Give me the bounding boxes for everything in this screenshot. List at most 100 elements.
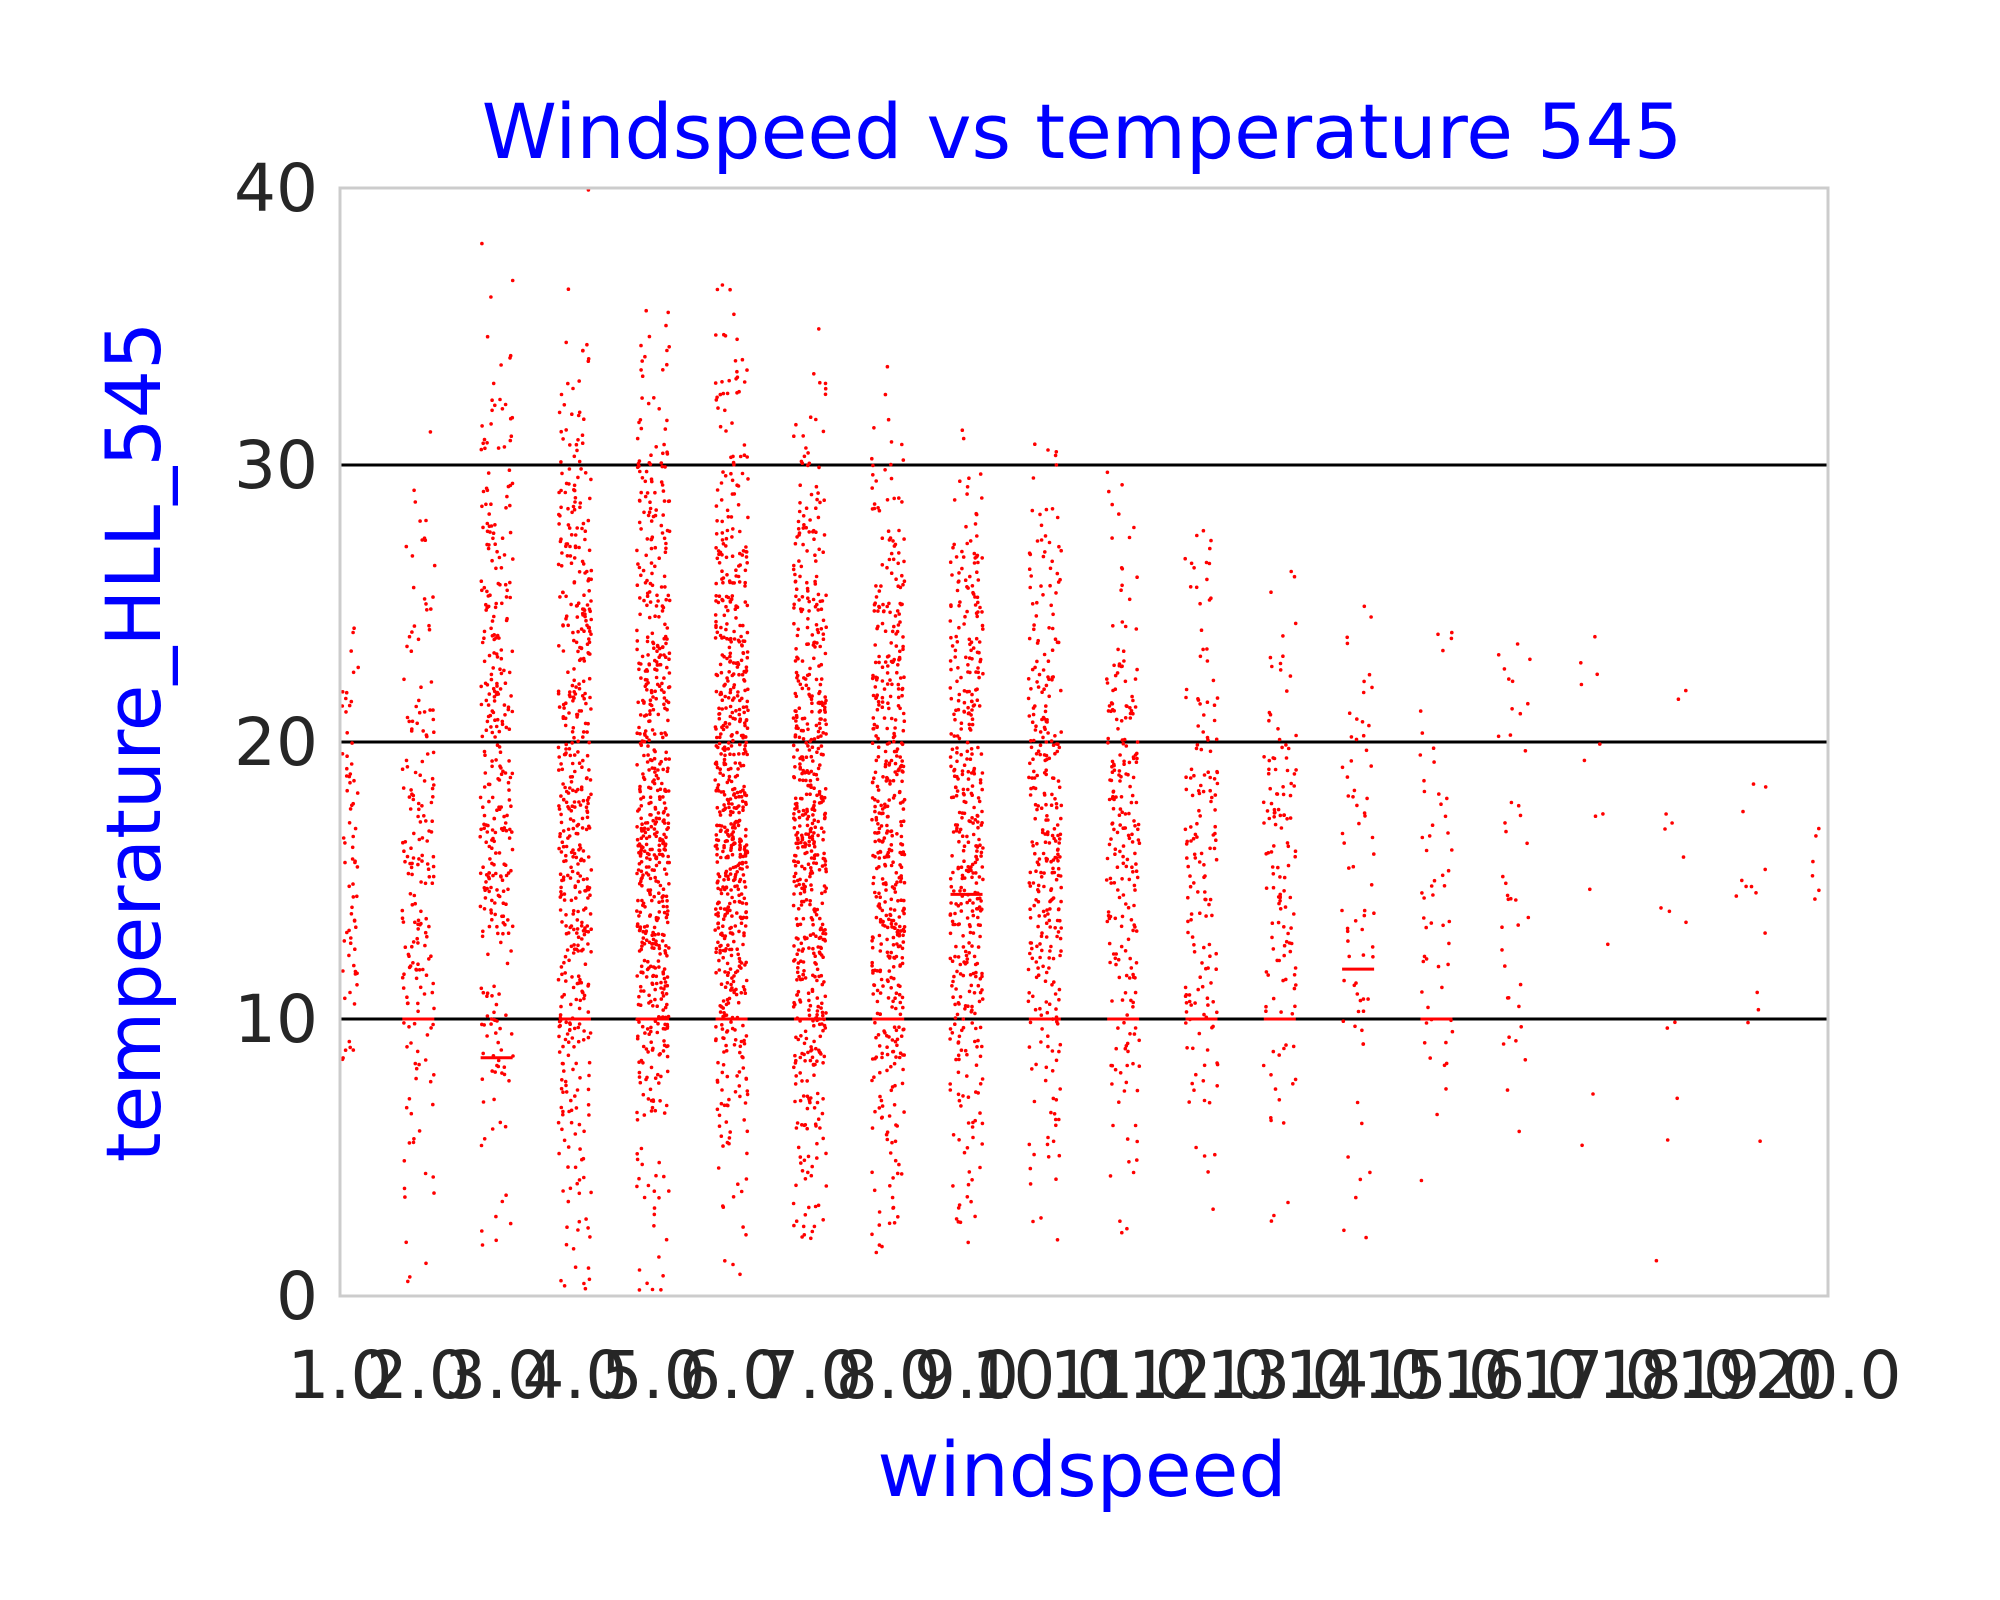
data-point — [980, 610, 984, 614]
data-point — [1127, 811, 1131, 816]
data-point — [1049, 888, 1053, 893]
data-point — [1196, 890, 1200, 894]
data-point — [728, 901, 732, 906]
data-point — [562, 1284, 567, 1288]
data-point — [1347, 711, 1352, 715]
data-point — [427, 627, 432, 632]
data-point — [508, 530, 513, 535]
data-point — [587, 1073, 591, 1078]
data-point — [980, 1121, 985, 1126]
data-point — [575, 603, 579, 608]
data-point — [824, 1184, 829, 1188]
data-point — [735, 375, 740, 380]
data-point — [731, 1195, 736, 1199]
data-point — [900, 779, 904, 784]
data-point — [646, 653, 650, 657]
data-point — [653, 1108, 658, 1113]
data-point — [1031, 1219, 1035, 1224]
data-point — [664, 323, 668, 328]
data-point — [650, 898, 654, 903]
data-point — [508, 595, 512, 600]
data-point — [481, 929, 485, 934]
data-point — [1041, 735, 1045, 740]
data-point — [1050, 983, 1054, 987]
data-point — [798, 762, 802, 766]
data-point — [737, 707, 742, 712]
data-point — [662, 967, 667, 971]
data-point — [1114, 717, 1119, 722]
data-point — [1053, 734, 1057, 738]
data-point — [820, 599, 825, 603]
data-point — [487, 889, 492, 894]
data-point — [485, 334, 490, 339]
data-point — [637, 994, 641, 999]
data-point — [1210, 913, 1214, 918]
data-point — [885, 1137, 890, 1142]
data-point — [883, 1031, 887, 1035]
data-point — [793, 1053, 797, 1058]
data-point — [723, 408, 727, 413]
data-point — [871, 936, 875, 940]
data-point — [647, 768, 651, 772]
data-point — [1351, 864, 1356, 869]
data-point — [1270, 664, 1274, 669]
data-point — [1051, 675, 1055, 679]
data-point — [501, 921, 506, 925]
data-point — [977, 799, 982, 804]
data-point — [894, 644, 899, 648]
data-point — [1292, 574, 1297, 579]
data-point — [556, 689, 561, 694]
data-point — [1288, 816, 1293, 820]
data-point — [580, 937, 584, 941]
data-point — [1508, 733, 1513, 737]
data-point — [802, 716, 807, 721]
data-point — [876, 799, 880, 804]
data-point — [885, 978, 890, 982]
data-point — [645, 603, 649, 608]
data-point — [499, 1048, 504, 1052]
data-point — [1044, 753, 1049, 758]
data-point — [744, 793, 749, 798]
data-point — [636, 562, 640, 566]
data-point — [567, 467, 572, 471]
data-point — [645, 594, 650, 598]
data-point — [966, 1095, 971, 1099]
data-point — [949, 764, 953, 769]
data-point — [586, 518, 591, 523]
data-point — [978, 781, 983, 785]
data-point — [666, 310, 670, 315]
data-point — [810, 917, 815, 922]
data-point — [1124, 1044, 1129, 1048]
data-point — [354, 925, 358, 929]
data-point — [1054, 1058, 1059, 1063]
data-point — [967, 941, 971, 945]
data-point — [728, 872, 733, 876]
data-point — [635, 731, 639, 735]
data-point — [797, 882, 801, 887]
data-point — [661, 767, 665, 772]
data-point — [432, 1191, 436, 1195]
data-point — [575, 931, 579, 935]
data-point — [970, 752, 974, 756]
data-point — [1262, 755, 1266, 759]
data-point — [1135, 575, 1139, 579]
data-point — [966, 787, 970, 792]
data-point — [877, 1223, 882, 1227]
data-point — [798, 765, 802, 770]
data-point — [492, 689, 497, 694]
data-point — [728, 714, 733, 719]
data-point — [974, 1090, 978, 1094]
data-point — [657, 663, 662, 667]
data-point — [969, 791, 974, 796]
data-point — [1509, 800, 1514, 805]
data-point — [1130, 793, 1135, 798]
data-point — [347, 928, 351, 933]
data-point — [809, 866, 813, 870]
data-point — [742, 453, 747, 458]
data-point — [814, 530, 818, 534]
data-point — [796, 846, 800, 850]
data-point — [642, 1195, 647, 1200]
data-point — [419, 880, 423, 884]
data-point — [1056, 833, 1060, 838]
data-point — [405, 1001, 410, 1006]
